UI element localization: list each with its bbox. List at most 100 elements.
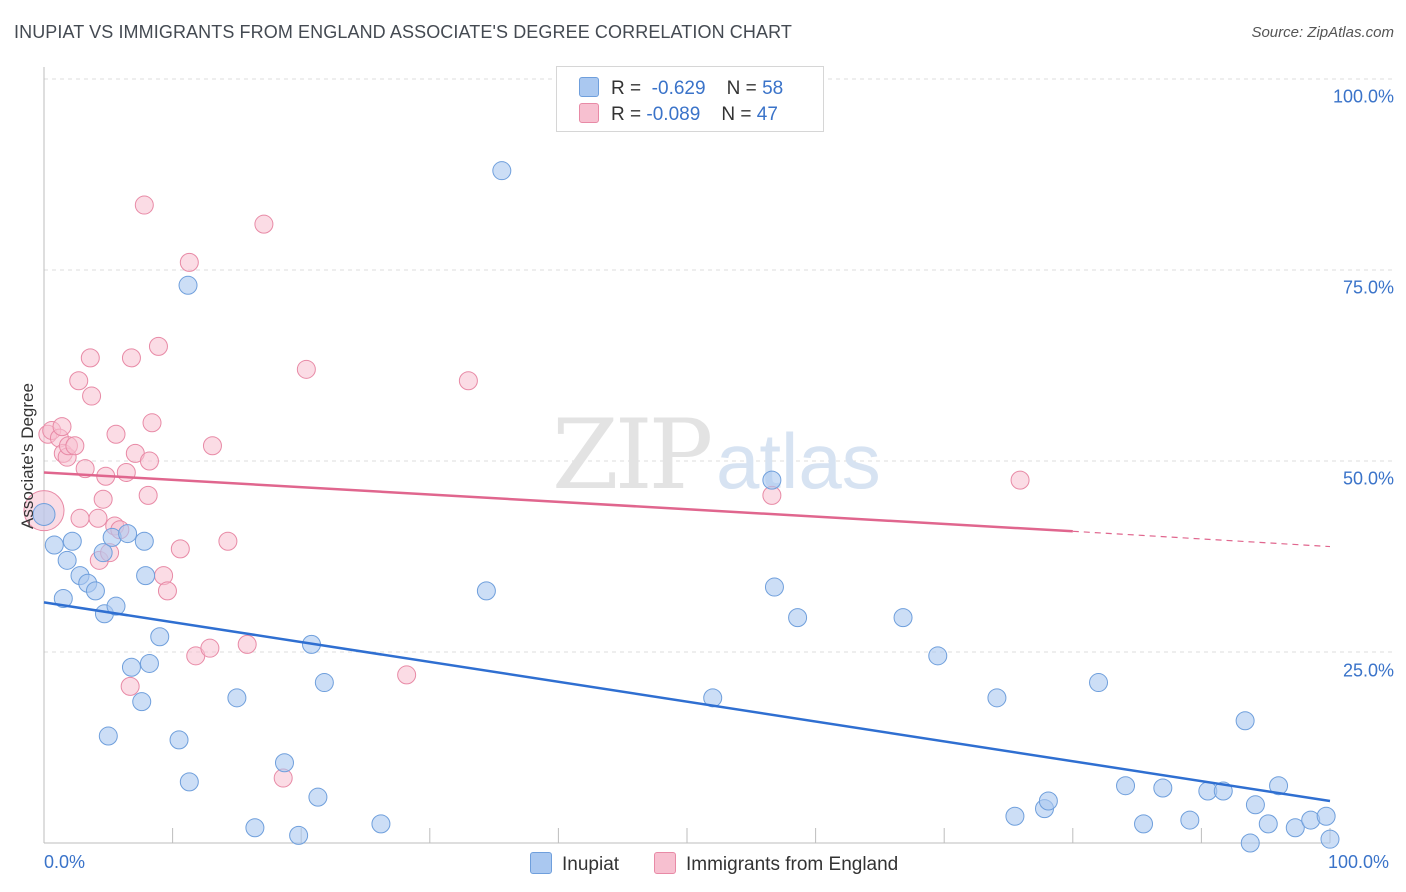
y-tick-label: 100.0%: [1332, 86, 1394, 107]
england-trend-extension: [1072, 530, 1331, 548]
inupiat-point: [245, 818, 265, 838]
england-point: [120, 676, 140, 696]
inupiat-point: [134, 531, 154, 551]
inupiat-point: [1316, 806, 1336, 826]
england-point: [1010, 470, 1030, 490]
inupiat-point: [928, 646, 948, 666]
inupiat-point: [1245, 795, 1265, 815]
stats-legend: R = -0.629 N = 58 R = -0.089 N = 47: [556, 66, 824, 132]
inupiat-legend-swatch: [530, 852, 552, 874]
inupiat-point: [98, 726, 118, 746]
england-point: [52, 417, 72, 437]
england-point: [254, 214, 274, 234]
inupiat-point: [132, 692, 152, 712]
inupiat-point: [118, 524, 138, 544]
trend-lines: [43, 471, 1331, 803]
england-point: [170, 539, 190, 559]
inupiat-point: [136, 566, 156, 586]
england-point: [148, 336, 168, 356]
england-point: [106, 424, 126, 444]
england-point: [142, 413, 162, 433]
inupiat-point: [178, 275, 198, 295]
england-point: [82, 386, 102, 406]
inupiat-point: [121, 657, 141, 677]
legend-item-inupiat[interactable]: Inupiat: [530, 852, 619, 876]
r-label: R =: [611, 78, 642, 99]
inupiat-point: [1134, 814, 1154, 834]
inupiat-point: [169, 730, 189, 750]
n-label: N =: [726, 78, 757, 99]
inupiat-point: [987, 688, 1007, 708]
legend-item-england[interactable]: Immigrants from England: [654, 852, 898, 876]
legend-label: Inupiat: [562, 854, 620, 875]
england-point: [458, 371, 478, 391]
inupiat-point: [762, 470, 782, 490]
england-point: [70, 508, 90, 528]
inupiat-point: [1038, 791, 1058, 811]
inupiat-point: [1285, 818, 1305, 838]
chart-source: Source: ZipAtlas.com: [1251, 24, 1394, 41]
y-tick-label: 75.0%: [1342, 277, 1394, 298]
x-tick-label-min: 0.0%: [44, 852, 86, 872]
england-point: [296, 359, 316, 379]
england-point: [157, 581, 177, 601]
inupiat-point: [93, 543, 113, 563]
series-inupiat-points: [32, 161, 1340, 853]
r-value: -0.629: [651, 78, 706, 99]
chart-title: INUPIAT VS IMMIGRANTS FROM ENGLAND ASSOC…: [14, 22, 792, 42]
x-tick-marks: [172, 828, 1331, 843]
r-value: -0.089: [646, 104, 701, 125]
inupiat-point: [492, 161, 512, 181]
inupiat-point: [788, 608, 808, 628]
inupiat-point: [139, 653, 159, 673]
n-label: N =: [721, 104, 752, 125]
england-swatch: [579, 103, 599, 123]
n-value: 58: [762, 78, 784, 99]
inupiat-point: [150, 627, 170, 647]
inupiat-point: [53, 589, 73, 609]
inupiat-point: [1240, 833, 1260, 853]
inupiat-point: [289, 825, 309, 845]
england-point: [69, 371, 89, 391]
england-point: [179, 252, 199, 272]
inupiat-point: [1235, 711, 1255, 731]
england-point: [200, 638, 220, 658]
inupiat-point: [1089, 673, 1109, 693]
inupiat-point: [476, 581, 496, 601]
stats-row-inupiat: R = -0.629 N = 58: [579, 77, 783, 99]
inupiat-point: [764, 577, 784, 597]
england-point: [218, 531, 238, 551]
inupiat-point: [1213, 781, 1233, 801]
inupiat-point: [32, 502, 56, 526]
inupiat-point: [308, 787, 328, 807]
y-axis-label: Associate's Degree: [18, 383, 37, 529]
england-point: [139, 451, 159, 471]
england-point: [202, 436, 222, 456]
x-tick-label-max: 100.0%: [1328, 852, 1390, 872]
england-trend-line: [43, 471, 1073, 533]
england-point: [237, 634, 257, 654]
inupiat-point: [44, 535, 64, 555]
inupiat-point: [1269, 776, 1289, 796]
england-point: [397, 665, 417, 685]
inupiat-point: [1320, 829, 1340, 849]
inupiat-point: [1258, 814, 1278, 834]
watermark-atlas: atlas: [716, 417, 881, 505]
england-point: [93, 489, 113, 509]
stats-row-england: R = -0.089 N = 47: [579, 103, 778, 125]
england-point: [75, 459, 95, 479]
inupiat-point: [1116, 776, 1136, 796]
inupiat-point: [1180, 810, 1200, 830]
y-tick-label: 25.0%: [1342, 660, 1394, 681]
r-label: R =: [611, 104, 642, 125]
inupiat-swatch: [579, 77, 599, 97]
inupiat-trend-line: [43, 601, 1331, 803]
n-value: 47: [756, 104, 778, 125]
inupiat-point: [62, 531, 82, 551]
england-point: [121, 348, 141, 368]
inupiat-point: [85, 581, 105, 601]
inupiat-point: [179, 772, 199, 792]
watermark-zip: ZIP: [552, 399, 711, 511]
england-legend-swatch: [654, 852, 676, 874]
